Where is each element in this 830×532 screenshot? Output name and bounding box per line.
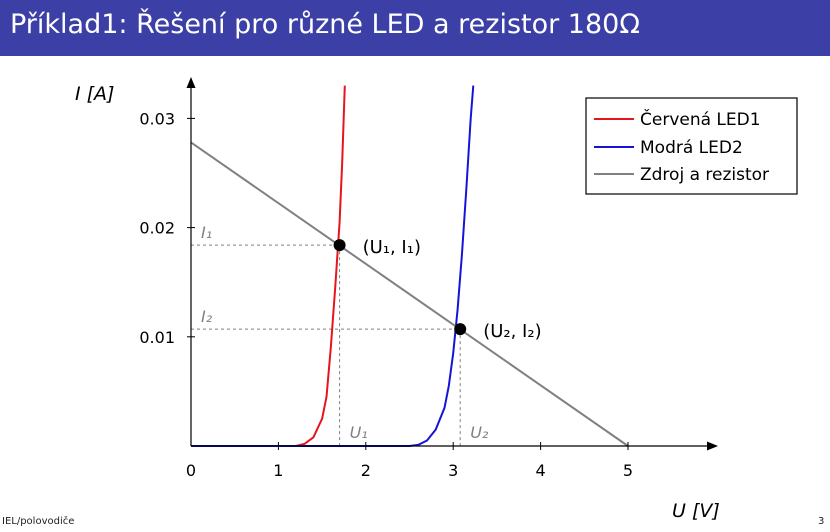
y-tick-label: 0.01 — [139, 328, 175, 347]
x-tick-label: 0 — [186, 461, 196, 480]
legend: Červená LED1 Modrá LED2 Zdroj a rezistor — [585, 97, 798, 195]
series-layer — [191, 85, 629, 447]
x-tick-label: 1 — [273, 461, 283, 480]
ticks: 0 1 2 3 4 5 0.01 0.02 0.03 — [139, 109, 633, 480]
voltage-annotation: U₂ — [470, 423, 489, 442]
series-line-0 — [191, 85, 346, 447]
intersection-point — [454, 323, 467, 336]
y-axis-arrow — [186, 77, 196, 88]
legend-label-red: Červená LED1 — [640, 108, 761, 130]
point-label: (U₂, I₂) — [483, 321, 541, 342]
voltage-annotation: U₁ — [350, 423, 368, 442]
title-bar: Příklad1: Řešení pro různé LED a rezisto… — [0, 0, 830, 56]
footer-page-number: 3 — [818, 516, 825, 527]
slide-title: Příklad1: Řešení pro různé LED a rezisto… — [10, 9, 640, 40]
x-axis-arrow — [707, 441, 718, 451]
legend-label-gray: Zdroj a rezistor — [640, 165, 769, 185]
y-tick-label: 0.02 — [139, 219, 175, 238]
axes — [186, 77, 718, 451]
x-axis-label: U [V] — [672, 500, 720, 522]
legend-label-blue: Modrá LED2 — [640, 138, 743, 158]
footer-course: IEL/polovodiče — [2, 516, 75, 527]
y-axis-label: I [A] — [75, 83, 114, 105]
current-annotation: I₁ — [201, 223, 212, 242]
intersection-point — [333, 239, 346, 252]
series-line-2 — [191, 141, 629, 447]
intersection-points: (U₁, I₁) (U₂, I₂) — [333, 237, 542, 342]
x-tick-label: 2 — [361, 461, 371, 480]
x-tick-label: 5 — [623, 461, 633, 480]
current-annotation: I₂ — [201, 307, 213, 326]
x-tick-label: 4 — [536, 461, 546, 480]
point-label: (U₁, I₁) — [363, 237, 421, 258]
x-tick-label: 3 — [448, 461, 458, 480]
y-tick-label: 0.03 — [139, 109, 175, 128]
guide-lines: I₁ U₁ I₂ U₂ — [191, 223, 489, 446]
series-line-1 — [191, 85, 475, 447]
